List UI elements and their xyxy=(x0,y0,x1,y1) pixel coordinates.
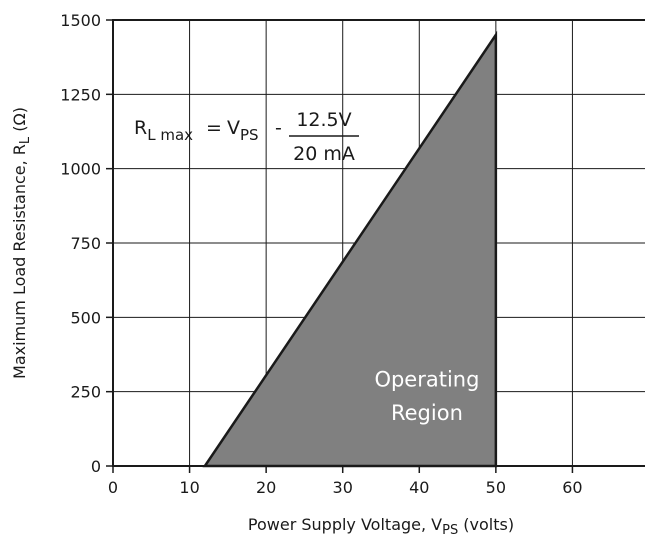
y-tick-label: 250 xyxy=(70,383,101,402)
x-tick-label: 30 xyxy=(333,478,353,497)
y-tick-label: 750 xyxy=(70,234,101,253)
x-tick-label: 60 xyxy=(562,478,582,497)
x-tick-label: 20 xyxy=(256,478,276,497)
y-tick-label: 500 xyxy=(70,308,101,327)
formula-numerator: 12.5V xyxy=(296,109,351,131)
formula-lhs-sub: L max xyxy=(147,126,193,144)
formula-minus: - xyxy=(275,117,282,139)
x-axis-title: Power Supply Voltage, VPS (volts) xyxy=(248,515,514,538)
formula-annotation: RL max = VPS - 12.5V 20 mA xyxy=(134,109,359,165)
x-tick-label: 0 xyxy=(108,478,118,497)
x-tick-label: 40 xyxy=(409,478,429,497)
formula-equals: = xyxy=(206,117,222,139)
y-tick-label: 1250 xyxy=(60,85,101,104)
formula-rhs-sub: PS xyxy=(240,126,259,144)
y-tick-label: 0 xyxy=(91,457,101,476)
region-label-line1: Operating xyxy=(374,368,479,392)
svg-text:VPS: VPS xyxy=(227,117,259,144)
formula-rhs: V xyxy=(227,117,240,139)
y-tick-label: 1500 xyxy=(60,11,101,30)
formula-denominator: 20 mA xyxy=(293,143,355,165)
y-axis-title: Maximum Load Resistance, RL (Ω) xyxy=(10,107,33,379)
ticks: 0 10 20 30 40 50 60 0 250 500 750 1000 1250 1500 xyxy=(60,11,582,497)
x-tick-label: 50 xyxy=(486,478,506,497)
formula-lhs: R xyxy=(134,117,147,139)
region-label-line2: Region xyxy=(391,401,463,425)
x-tick-label: 10 xyxy=(179,478,199,497)
y-tick-label: 1000 xyxy=(60,160,101,179)
svg-text:RL max: RL max xyxy=(134,117,193,144)
